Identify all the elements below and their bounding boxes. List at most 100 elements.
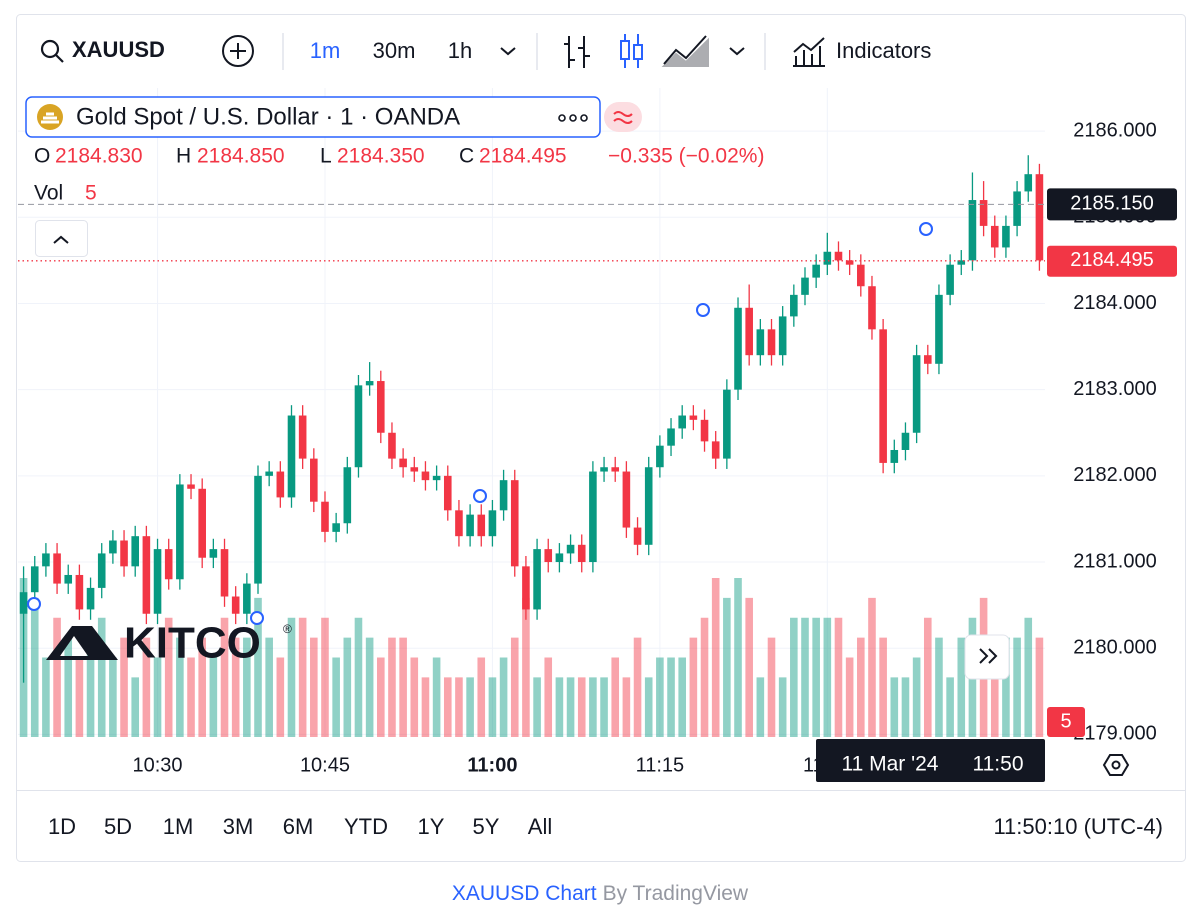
range-button[interactable]: 1M [163,814,194,839]
bars-icon[interactable] [564,36,590,68]
candle-body [399,458,407,468]
more-icon[interactable] [558,114,588,122]
volume-bar [912,657,921,737]
volume-bar [298,617,307,737]
candle-body [332,523,340,532]
volume-bar [957,637,966,737]
volume-bar [321,617,329,737]
candle-body [656,445,664,468]
watermark-mark: ® [283,622,292,636]
volume-bar [1002,637,1010,737]
volume-bar [611,657,620,737]
ohlc-label: O [34,145,50,168]
chevron[interactable] [500,47,516,56]
candle-body [633,527,642,545]
range-button[interactable]: YTD [344,814,388,839]
volume-bar [198,637,206,737]
legend-box[interactable] [25,96,601,138]
volume-bar [97,617,106,737]
volume-bar [365,637,374,737]
range-button[interactable]: 5Y [473,814,500,839]
candle-body [421,471,430,481]
volume-bar [131,677,140,737]
legend-title: Gold Spot / U.S. Dollar · 1 · OANDA [76,103,460,130]
candle-body [209,549,218,558]
symbol[interactable]: XAUUSD [72,37,165,62]
volume-bar [276,657,285,737]
candle-body [276,471,285,498]
range-button[interactable]: 3M [223,814,254,839]
candle-body [19,592,28,614]
volume-bar [265,637,273,737]
volume-bar [443,677,452,737]
y-tick-label: 2183.000 [1073,378,1156,400]
volume-bar [1035,637,1044,737]
volume-bar [622,677,631,737]
candle-body [321,501,329,532]
ohlc-value: 2184.350 [337,145,425,168]
range-button[interactable]: 1Y [418,814,445,839]
volume-bar [421,677,430,737]
footer-by: By TradingView [603,882,749,905]
interval[interactable]: 30m [373,38,416,63]
indicators[interactable]: Indicators [836,38,931,63]
candle-body [53,553,61,584]
area-icon[interactable] [661,35,709,67]
candle-body [566,544,575,554]
candle-body [522,566,530,610]
volume-last: 5 [1060,710,1071,732]
candle-body [734,307,742,390]
candles-icon[interactable] [620,34,643,68]
candle-body [153,549,162,614]
volume-bar [120,637,128,737]
candle-body [354,385,363,468]
candle-body [778,316,787,356]
volume-label: Vol [34,182,63,205]
candle-body [946,264,954,295]
last-price-box [1047,245,1177,277]
search-icon[interactable] [40,39,64,63]
candle-body [857,264,865,287]
candle-body [834,251,843,261]
candle-body [600,467,608,472]
settings-icon[interactable] [1102,754,1130,776]
chevron[interactable] [729,47,745,56]
ohlc-label: H [176,145,191,168]
volume-bar [778,677,787,737]
scroll-button[interactable] [964,634,1010,680]
legend: Gold Spot / U.S. Dollar · 1 · OANDA O 21… [25,96,764,257]
status-icon [613,111,633,124]
candle-body [912,355,921,433]
range-button[interactable]: 5D [104,814,132,839]
status-pill[interactable] [604,102,642,132]
candle-body [622,471,631,528]
candle-body [220,549,229,597]
range-button[interactable]: 6M [283,814,314,839]
volume-bar [30,597,39,737]
x-tick-label: 10:30 [133,754,183,776]
candle-body [1013,191,1021,226]
interval[interactable]: 1h [448,38,472,63]
range-button[interactable]: 1D [48,814,76,839]
candle-body [142,536,151,614]
y-tick-label: 2180.000 [1073,637,1156,659]
event-markers[interactable] [27,222,933,625]
chevron-up [53,235,69,244]
y-tick-label: 2184.000 [1073,292,1156,314]
candle-body [343,467,352,524]
footer-link[interactable]: XAUUSD Chart [452,882,597,905]
range-button[interactable]: All [528,814,552,839]
candle-body [243,583,251,614]
gold-bars [41,112,59,124]
indicators-icon[interactable] [793,37,825,67]
volume-bar [164,617,173,737]
volume-bar [187,657,195,737]
volume-bar [522,597,530,737]
volume-bar [354,617,363,737]
add-symbol[interactable] [222,35,254,67]
ohlc-value: 2184.830 [55,145,143,168]
candle-body [845,260,854,265]
interval[interactable]: 1m [310,38,341,63]
candle-body [611,467,620,472]
